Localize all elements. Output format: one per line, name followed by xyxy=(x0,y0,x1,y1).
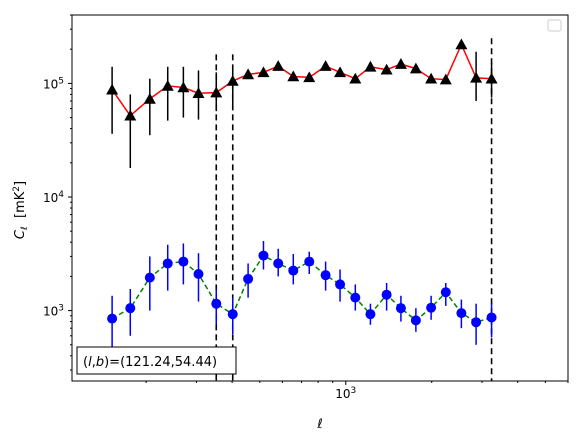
series-0-point-8 xyxy=(242,68,255,80)
series-0-point-18 xyxy=(394,58,407,69)
series-1-point-22 xyxy=(456,308,467,319)
series-1-point-8 xyxy=(243,273,254,284)
series-1 xyxy=(107,240,497,350)
series-0-point-19 xyxy=(409,62,422,74)
series-0-point-13 xyxy=(319,60,332,71)
series-0-point-11 xyxy=(287,70,300,82)
series-0-point-20 xyxy=(425,72,438,84)
series-1-point-10 xyxy=(273,258,284,269)
series-0-point-17 xyxy=(380,63,393,75)
series-0-point-7 xyxy=(226,74,239,86)
annotation-text: (l,b)=(121.24,54.44) xyxy=(83,355,217,370)
series-0-point-14 xyxy=(334,66,347,78)
series-1-point-19 xyxy=(410,315,421,326)
series-layer xyxy=(106,38,498,350)
series-0-point-16 xyxy=(364,60,377,72)
series-0-point-22 xyxy=(455,38,468,50)
series-0-point-10 xyxy=(272,60,285,71)
plot-background xyxy=(72,15,568,381)
x-axis: 103 xyxy=(145,381,569,401)
series-0-point-6 xyxy=(210,86,223,98)
series-1-point-24 xyxy=(486,312,497,323)
annotation-box xyxy=(76,346,237,375)
series-0-point-24 xyxy=(485,72,498,84)
y-axis: 103 104 105 xyxy=(43,14,72,371)
series-0-point-3 xyxy=(161,79,174,91)
series-1-point-3 xyxy=(162,258,173,269)
x-tick-label-0: 103 xyxy=(335,386,356,401)
series-1-point-2 xyxy=(144,272,155,283)
series-0-point-2 xyxy=(143,92,156,104)
y-tick-label-2: 105 xyxy=(43,76,64,91)
series-0-point-4 xyxy=(177,81,190,93)
series-0-point-21 xyxy=(439,73,452,85)
series-0-point-1 xyxy=(124,109,137,121)
series-1-point-16 xyxy=(365,309,376,320)
y-tick-label-0: 103 xyxy=(43,304,64,319)
legend-box xyxy=(547,19,562,32)
series-0-point-12 xyxy=(303,71,316,83)
series-0-point-15 xyxy=(349,72,362,84)
series-1-point-6 xyxy=(211,298,222,309)
y-tick-label-1: 104 xyxy=(43,190,64,205)
series-1-point-23 xyxy=(471,317,482,328)
series-1-point-13 xyxy=(320,270,331,281)
series-1-point-0 xyxy=(107,313,118,324)
series-1-point-9 xyxy=(258,250,269,261)
series-1-point-5 xyxy=(193,268,204,279)
series-1-point-4 xyxy=(178,256,189,267)
series-1-point-18 xyxy=(395,303,406,314)
series-1-point-20 xyxy=(426,302,437,313)
x-axis-label: ℓ xyxy=(316,417,322,432)
y-axis-label: Cℓ [mK2] xyxy=(12,181,30,239)
series-1-point-14 xyxy=(335,279,346,290)
series-0 xyxy=(106,38,498,168)
series-1-point-15 xyxy=(350,292,361,303)
series-0-point-9 xyxy=(257,66,270,78)
series-1-point-12 xyxy=(304,256,315,267)
coordinate-annotation: (l,b)=(121.24,54.44) xyxy=(76,346,237,375)
plot-frame xyxy=(71,14,569,382)
series-0-point-0 xyxy=(106,83,119,95)
series-1-point-1 xyxy=(125,303,136,314)
series-0-point-5 xyxy=(192,87,205,98)
series-1-point-7 xyxy=(227,309,238,320)
series-1-point-17 xyxy=(381,289,392,300)
series-1-point-21 xyxy=(440,287,451,298)
series-0-point-23 xyxy=(470,71,483,83)
series-1-point-11 xyxy=(288,265,299,276)
